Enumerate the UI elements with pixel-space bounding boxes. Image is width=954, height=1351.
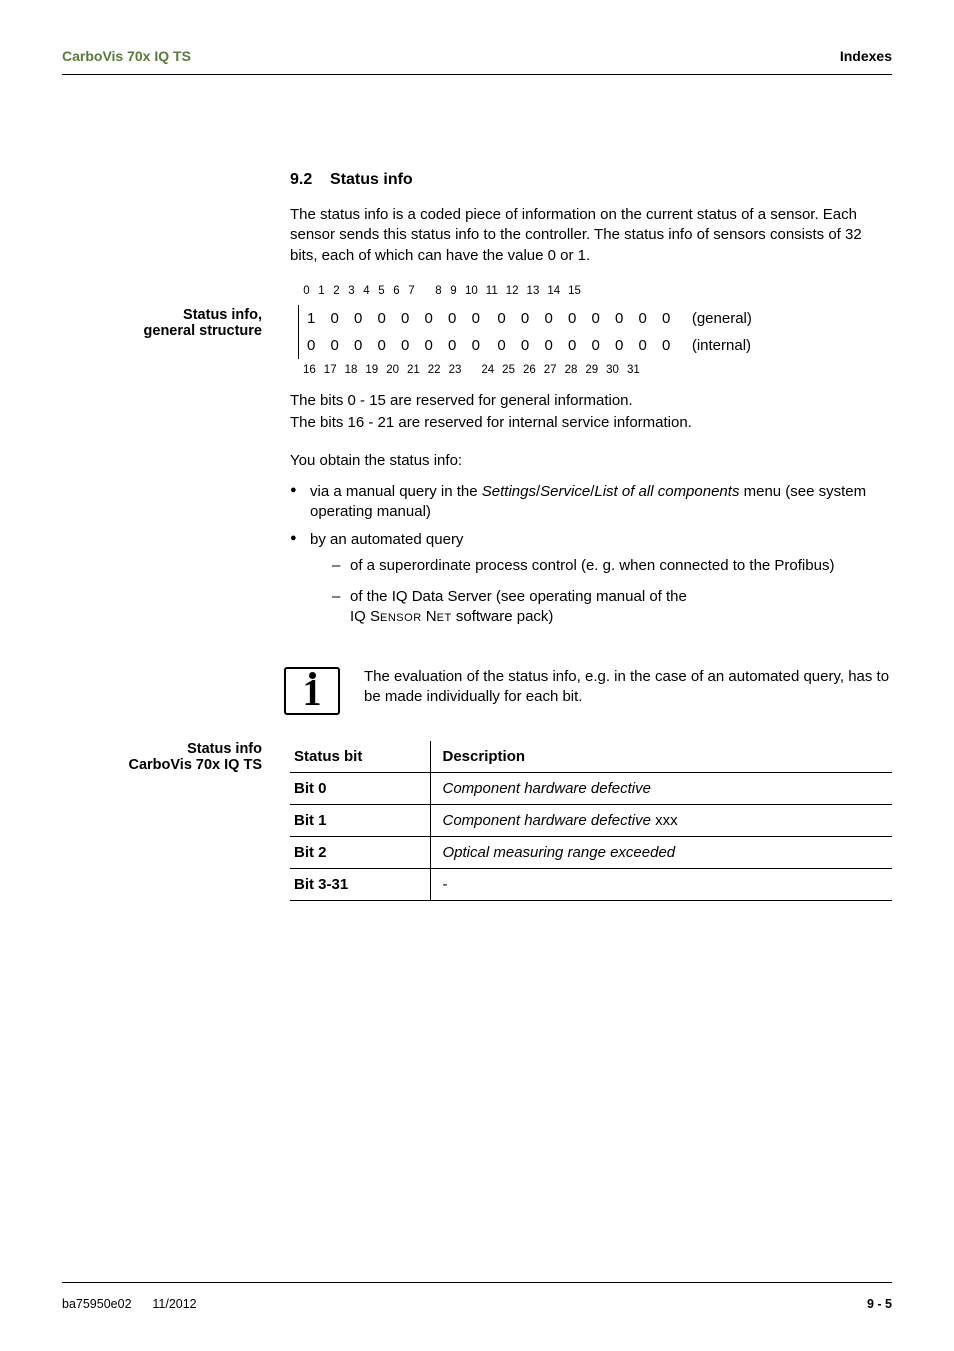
info-note: 1 The evaluation of the status info, e.g…	[290, 667, 892, 715]
bit-index-cell: 21	[404, 365, 423, 377]
bit-index-cell: 30	[603, 365, 622, 377]
bit-row-internal: 0 0 0 0 0 0 0 0 0 0 0 0 0 0 0 0	[298, 332, 682, 359]
header-page-label: Indexes	[840, 48, 892, 64]
col-description: Description	[430, 741, 892, 773]
page-footer: ba75950e02 11/2012 9 - 5	[62, 1297, 892, 1311]
bits-internal-left: 0 0 0 0 0 0 0 0	[307, 337, 485, 354]
side-label-table-1: Status info	[62, 741, 262, 757]
obtain-intro: You obtain the status info:	[290, 451, 892, 471]
cell-description: -	[430, 869, 892, 901]
bit-index-cell: 10	[462, 286, 481, 298]
bit-index-cell: 5	[375, 286, 388, 298]
bit-index-cell	[420, 286, 430, 298]
header-product: CarboVis 70x IQ TS	[62, 48, 191, 64]
bullet-automated-query: by an automated query of a superordinate…	[290, 530, 892, 627]
bullet-list: via a manual query in the Settings/Servi…	[290, 482, 892, 628]
status-bit-table: Status bit Description Bit 0Component ha…	[290, 741, 892, 901]
bit-index-cell: 3	[345, 286, 358, 298]
bits-general-right: 0 0 0 0 0 0 0 0	[497, 310, 675, 327]
side-label-structure-1: Status info,	[62, 307, 262, 323]
bit-index-cell: 1	[315, 286, 328, 298]
cell-status-bit: Bit 2	[290, 837, 430, 869]
side-label-structure-2: general structure	[62, 323, 262, 339]
page-header: CarboVis 70x IQ TS Indexes	[62, 48, 892, 70]
table-header-row: Status bit Description	[290, 741, 892, 773]
dash-profibus: of a superordinate process control (e. g…	[332, 556, 892, 576]
bit-index-cell: 7	[405, 286, 418, 298]
bit-label-general: (general)	[692, 310, 752, 327]
bullet-manual-query: via a manual query in the Settings/Servi…	[290, 482, 892, 523]
table-row: Bit 3-31-	[290, 869, 892, 901]
table-row: Bit 1Component hardware defective xxx	[290, 805, 892, 837]
bit-index-cell: 18	[342, 365, 361, 377]
footer-page-number: 9 - 5	[867, 1297, 892, 1311]
bit-index-cell: 27	[541, 365, 560, 377]
bit-index-cell: 9	[447, 286, 460, 298]
table-row: Bit 0Component hardware defective	[290, 773, 892, 805]
cell-description: Component hardware defective xxx	[430, 805, 892, 837]
bit-index-cell: 20	[383, 365, 402, 377]
bit-index-cell: 22	[425, 365, 444, 377]
bit-index-cell: 2	[330, 286, 343, 298]
bit-index-cell: 14	[544, 286, 563, 298]
bit-index-cell: 4	[360, 286, 373, 298]
cell-description: Optical measuring range exceeded	[430, 837, 892, 869]
footer-left: ba75950e02 11/2012	[62, 1297, 197, 1311]
bit-index-cell	[466, 365, 476, 377]
cell-status-bit: Bit 0	[290, 773, 430, 805]
bit-index-cell: 31	[624, 365, 643, 377]
footer-rule	[62, 1282, 892, 1283]
bit-index-cell: 17	[321, 365, 340, 377]
section-title-text: Status info	[330, 171, 413, 188]
intro-paragraph: The status info is a coded piece of info…	[290, 205, 892, 266]
bit-index-cell: 12	[503, 286, 522, 298]
header-rule	[62, 74, 892, 75]
bit-rows: 1 0 0 0 0 0 0 0 0 0 0 0 0 0 0 0 (general)…	[298, 305, 892, 359]
bit-index-top: 0123456789101112131415	[298, 284, 586, 300]
bit-index-cell: 28	[562, 365, 581, 377]
col-status-bit: Status bit	[290, 741, 430, 773]
dash-iq-data-server: of the IQ Data Server (see operating man…	[332, 587, 892, 628]
bits-general-left: 1 0 0 0 0 0 0 0	[307, 310, 485, 327]
side-label-table-2: CarboVis 70x IQ TS	[62, 757, 262, 773]
bit-index-cell: 11	[483, 286, 501, 298]
bit-index-cell: 8	[432, 286, 445, 298]
bit-index-cell: 23	[446, 365, 465, 377]
bit-row-general: 1 0 0 0 0 0 0 0 0 0 0 0 0 0 0 0	[298, 305, 682, 332]
bit-index-cell: 24	[478, 365, 497, 377]
bit-index-cell: 16	[300, 365, 319, 377]
bit-index-cell: 15	[565, 286, 584, 298]
bit-index-cell: 6	[390, 286, 403, 298]
bit-index-cell: 19	[362, 365, 381, 377]
section-number: 9.2	[290, 171, 312, 188]
info-note-text: The evaluation of the status info, e.g. …	[364, 667, 892, 708]
cell-description: Component hardware defective	[430, 773, 892, 805]
cell-status-bit: Bit 1	[290, 805, 430, 837]
cell-status-bit: Bit 3-31	[290, 869, 430, 901]
bit-index-cell: 13	[524, 286, 543, 298]
bits-internal-right: 0 0 0 0 0 0 0 0	[497, 337, 675, 354]
bit-label-internal: (internal)	[692, 337, 751, 354]
bit-index-cell: 29	[582, 365, 601, 377]
info-icon: 1	[284, 667, 340, 715]
bits-reserved-general: The bits 0 - 15 are reserved for general…	[290, 391, 892, 411]
bit-index-cell: 26	[520, 365, 539, 377]
table-row: Bit 2Optical measuring range exceeded	[290, 837, 892, 869]
bit-index-cell: 25	[499, 365, 518, 377]
section-heading: 9.2 Status info	[290, 171, 892, 189]
bit-index-bottom: 1617181920212223 2425262728293031	[298, 363, 645, 379]
bits-reserved-internal: The bits 16 - 21 are reserved for intern…	[290, 413, 892, 433]
bit-index-cell: 0	[300, 286, 313, 298]
